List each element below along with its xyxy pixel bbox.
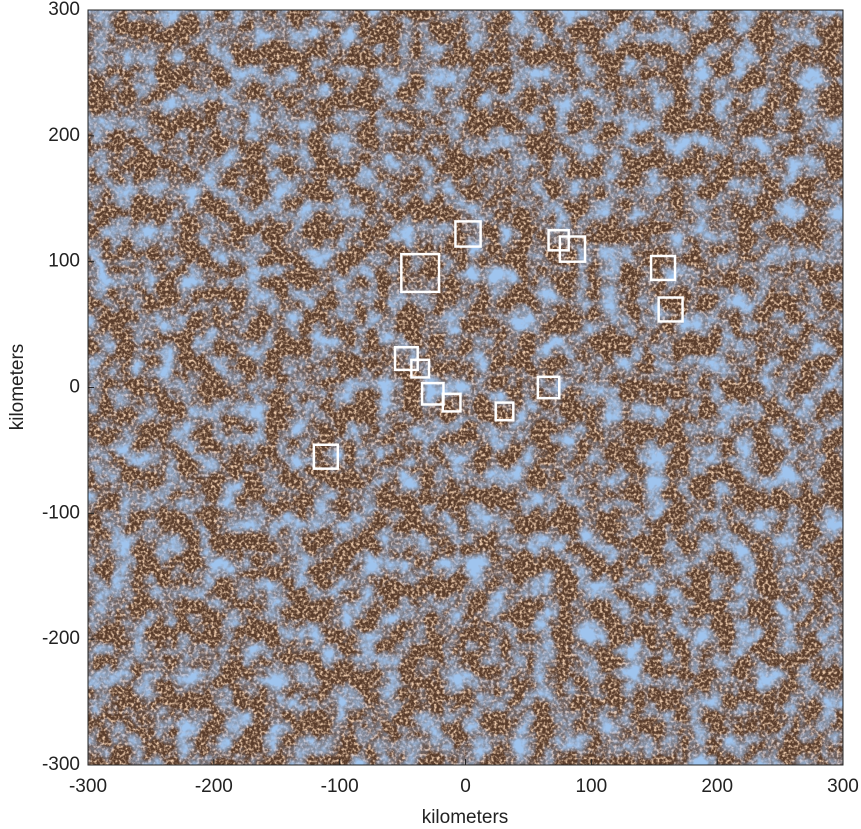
chart: kilometers kilometers -300 -200 -100 0 100 20… — [0, 0, 861, 829]
x-tick-label: 0 — [460, 776, 471, 797]
x-tick-label: -200 — [195, 776, 233, 797]
x-tick-label: 100 — [575, 776, 607, 797]
y-tick-label: -300 — [42, 754, 80, 775]
y-tick-label: 100 — [48, 251, 80, 272]
y-tick-label: -200 — [42, 628, 80, 649]
map-texture — [88, 10, 843, 765]
x-tick-label: -100 — [321, 776, 359, 797]
y-axis-label: kilometers — [7, 344, 28, 431]
page: {"chart_data": {"type": "scatter", "xlab… — [0, 0, 861, 829]
y-tick-label: 300 — [48, 0, 80, 20]
y-tick-label: 0 — [69, 377, 80, 398]
x-tick-label: -300 — [69, 776, 107, 797]
x-tick-label: 300 — [827, 776, 859, 797]
x-tick-label: 200 — [701, 776, 733, 797]
x-axis-label: kilometers — [422, 807, 509, 828]
y-tick-label: 200 — [48, 125, 80, 146]
y-tick-label: -100 — [42, 502, 80, 523]
